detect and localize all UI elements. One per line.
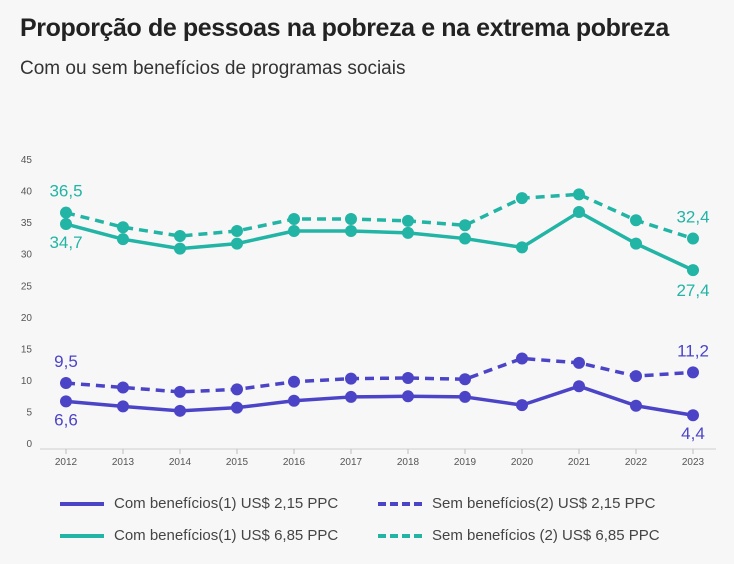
y-tick-label: 15 bbox=[21, 344, 33, 355]
series-0-point bbox=[687, 232, 699, 245]
data-label: 9,5 bbox=[54, 352, 78, 371]
x-tick-label: 2018 bbox=[397, 457, 420, 468]
data-label: 4,4 bbox=[681, 424, 705, 443]
series-2-point bbox=[516, 352, 528, 365]
series-1-point bbox=[117, 233, 129, 246]
series-0-point bbox=[174, 230, 186, 243]
x-tick-label: 2021 bbox=[568, 457, 591, 468]
data-label: 36,5 bbox=[49, 182, 82, 201]
data-label: 32,4 bbox=[676, 208, 709, 227]
series-0-point bbox=[459, 219, 471, 232]
x-tick-label: 2022 bbox=[625, 457, 648, 468]
series-1-point bbox=[459, 232, 471, 245]
series-2-point bbox=[573, 356, 585, 369]
series-1-point bbox=[516, 241, 528, 254]
chart-title: Proporção de pessoas na pobreza e na ext… bbox=[20, 14, 669, 42]
series-3-point bbox=[573, 380, 585, 393]
x-tick-label: 2019 bbox=[454, 457, 477, 468]
chart-subtitle: Com ou sem benefícios de programas socia… bbox=[20, 58, 406, 79]
series-2-point bbox=[288, 375, 300, 388]
y-tick-label: 5 bbox=[26, 407, 32, 418]
series-0-point bbox=[630, 214, 642, 227]
series-3-point bbox=[402, 390, 414, 403]
series-2-point bbox=[60, 377, 72, 390]
series-line-1 bbox=[65, 210, 694, 272]
data-label: 11,2 bbox=[677, 341, 709, 360]
y-tick-label: 35 bbox=[21, 218, 33, 229]
series-3-point bbox=[288, 394, 300, 407]
series-0-point bbox=[60, 206, 72, 219]
series-0-point bbox=[288, 212, 300, 225]
series-2-point bbox=[117, 381, 129, 394]
x-tick-label: 2023 bbox=[682, 457, 705, 468]
series-2-point bbox=[402, 372, 414, 385]
series-1-point bbox=[60, 218, 72, 231]
y-tick-label: 30 bbox=[21, 250, 33, 261]
series-0-point bbox=[516, 192, 528, 205]
y-tick-label: 25 bbox=[21, 281, 33, 292]
data-label: 27,4 bbox=[676, 281, 709, 300]
series-2-point bbox=[687, 366, 699, 379]
series-3-point bbox=[345, 390, 357, 403]
series-line-3 bbox=[65, 384, 694, 417]
x-tick-label: 2012 bbox=[55, 457, 78, 468]
series-1-point bbox=[687, 264, 699, 277]
x-tick-label: 2014 bbox=[169, 457, 192, 468]
series-3-point bbox=[174, 404, 186, 417]
series-3-point bbox=[231, 401, 243, 414]
series-1-point bbox=[402, 226, 414, 239]
x-tick-label: 2020 bbox=[511, 457, 534, 468]
series-1-point bbox=[630, 237, 642, 250]
y-tick-label: 10 bbox=[21, 376, 33, 387]
series-line-0 bbox=[65, 192, 694, 241]
series-2-point bbox=[345, 372, 357, 385]
x-tick-label: 2013 bbox=[112, 457, 135, 468]
y-tick-label: 0 bbox=[26, 439, 32, 450]
y-tick-label: 20 bbox=[21, 313, 33, 324]
x-tick-label: 2016 bbox=[283, 457, 306, 468]
series-1-point bbox=[231, 237, 243, 250]
series-0-point bbox=[573, 188, 585, 201]
series-0-point bbox=[231, 224, 243, 237]
series-3-point bbox=[630, 399, 642, 412]
series-0-point bbox=[402, 214, 414, 227]
series-1-point bbox=[288, 224, 300, 237]
series-3-point bbox=[459, 390, 471, 403]
series-line-2 bbox=[65, 356, 694, 394]
series-3-point bbox=[687, 409, 699, 422]
series-3-point bbox=[60, 395, 72, 408]
series-2-point bbox=[174, 385, 186, 398]
x-tick-label: 2015 bbox=[226, 457, 249, 468]
series-2-point bbox=[630, 370, 642, 383]
data-label: 34,7 bbox=[49, 233, 82, 252]
series-0-point bbox=[117, 221, 129, 234]
series-1-point bbox=[174, 242, 186, 255]
series-0-point bbox=[345, 212, 357, 225]
series-3-point bbox=[117, 400, 129, 413]
x-tick-label: 2017 bbox=[340, 457, 363, 468]
y-tick-label: 40 bbox=[21, 187, 33, 198]
series-1-point bbox=[345, 224, 357, 237]
y-tick-label: 45 bbox=[21, 155, 33, 166]
data-label: 6,6 bbox=[54, 410, 78, 429]
series-3-point bbox=[516, 399, 528, 412]
series-2-point bbox=[231, 383, 243, 396]
series-1-point bbox=[573, 206, 585, 219]
series-2-point bbox=[459, 373, 471, 386]
